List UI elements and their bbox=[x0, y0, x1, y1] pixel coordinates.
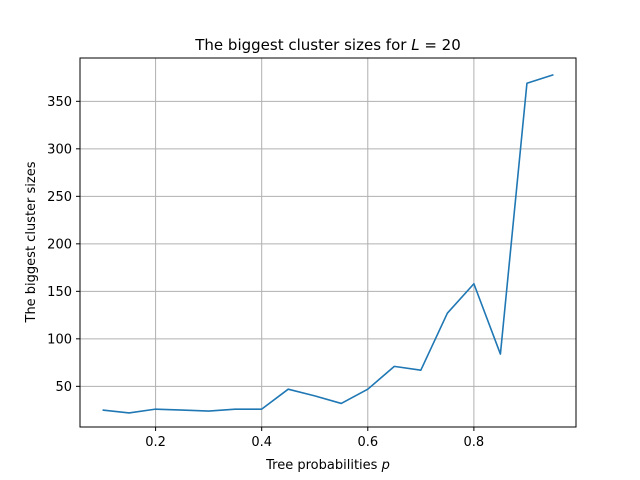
x-tick-label: 0.2 bbox=[145, 435, 166, 450]
y-tick-label: 250 bbox=[47, 190, 72, 205]
grid-lines bbox=[80, 58, 576, 427]
y-axis-ticks: 50 100 150 200 250 300 350 bbox=[47, 95, 80, 395]
y-tick-label: 200 bbox=[47, 237, 72, 252]
x-tick-label: 0.6 bbox=[357, 435, 378, 450]
x-tick-label: 0.8 bbox=[464, 435, 485, 450]
y-tick-label: 50 bbox=[55, 380, 72, 395]
x-tick-label: 0.4 bbox=[251, 435, 272, 450]
chart-title: The biggest cluster sizes for L = 20 bbox=[194, 36, 461, 54]
y-tick-label: 300 bbox=[47, 142, 72, 157]
series-group bbox=[102, 73, 554, 414]
series-line bbox=[102, 73, 554, 414]
plot-frame bbox=[79, 57, 577, 428]
y-tick-label: 350 bbox=[47, 95, 72, 110]
x-axis-ticks: 0.2 0.4 0.6 0.8 bbox=[145, 427, 484, 450]
y-axis-label: The biggest cluster sizes bbox=[24, 161, 39, 323]
y-tick-label: 150 bbox=[47, 285, 72, 300]
y-tick-label: 100 bbox=[47, 332, 72, 347]
x-axis-label: Tree probabilities p bbox=[265, 458, 390, 473]
